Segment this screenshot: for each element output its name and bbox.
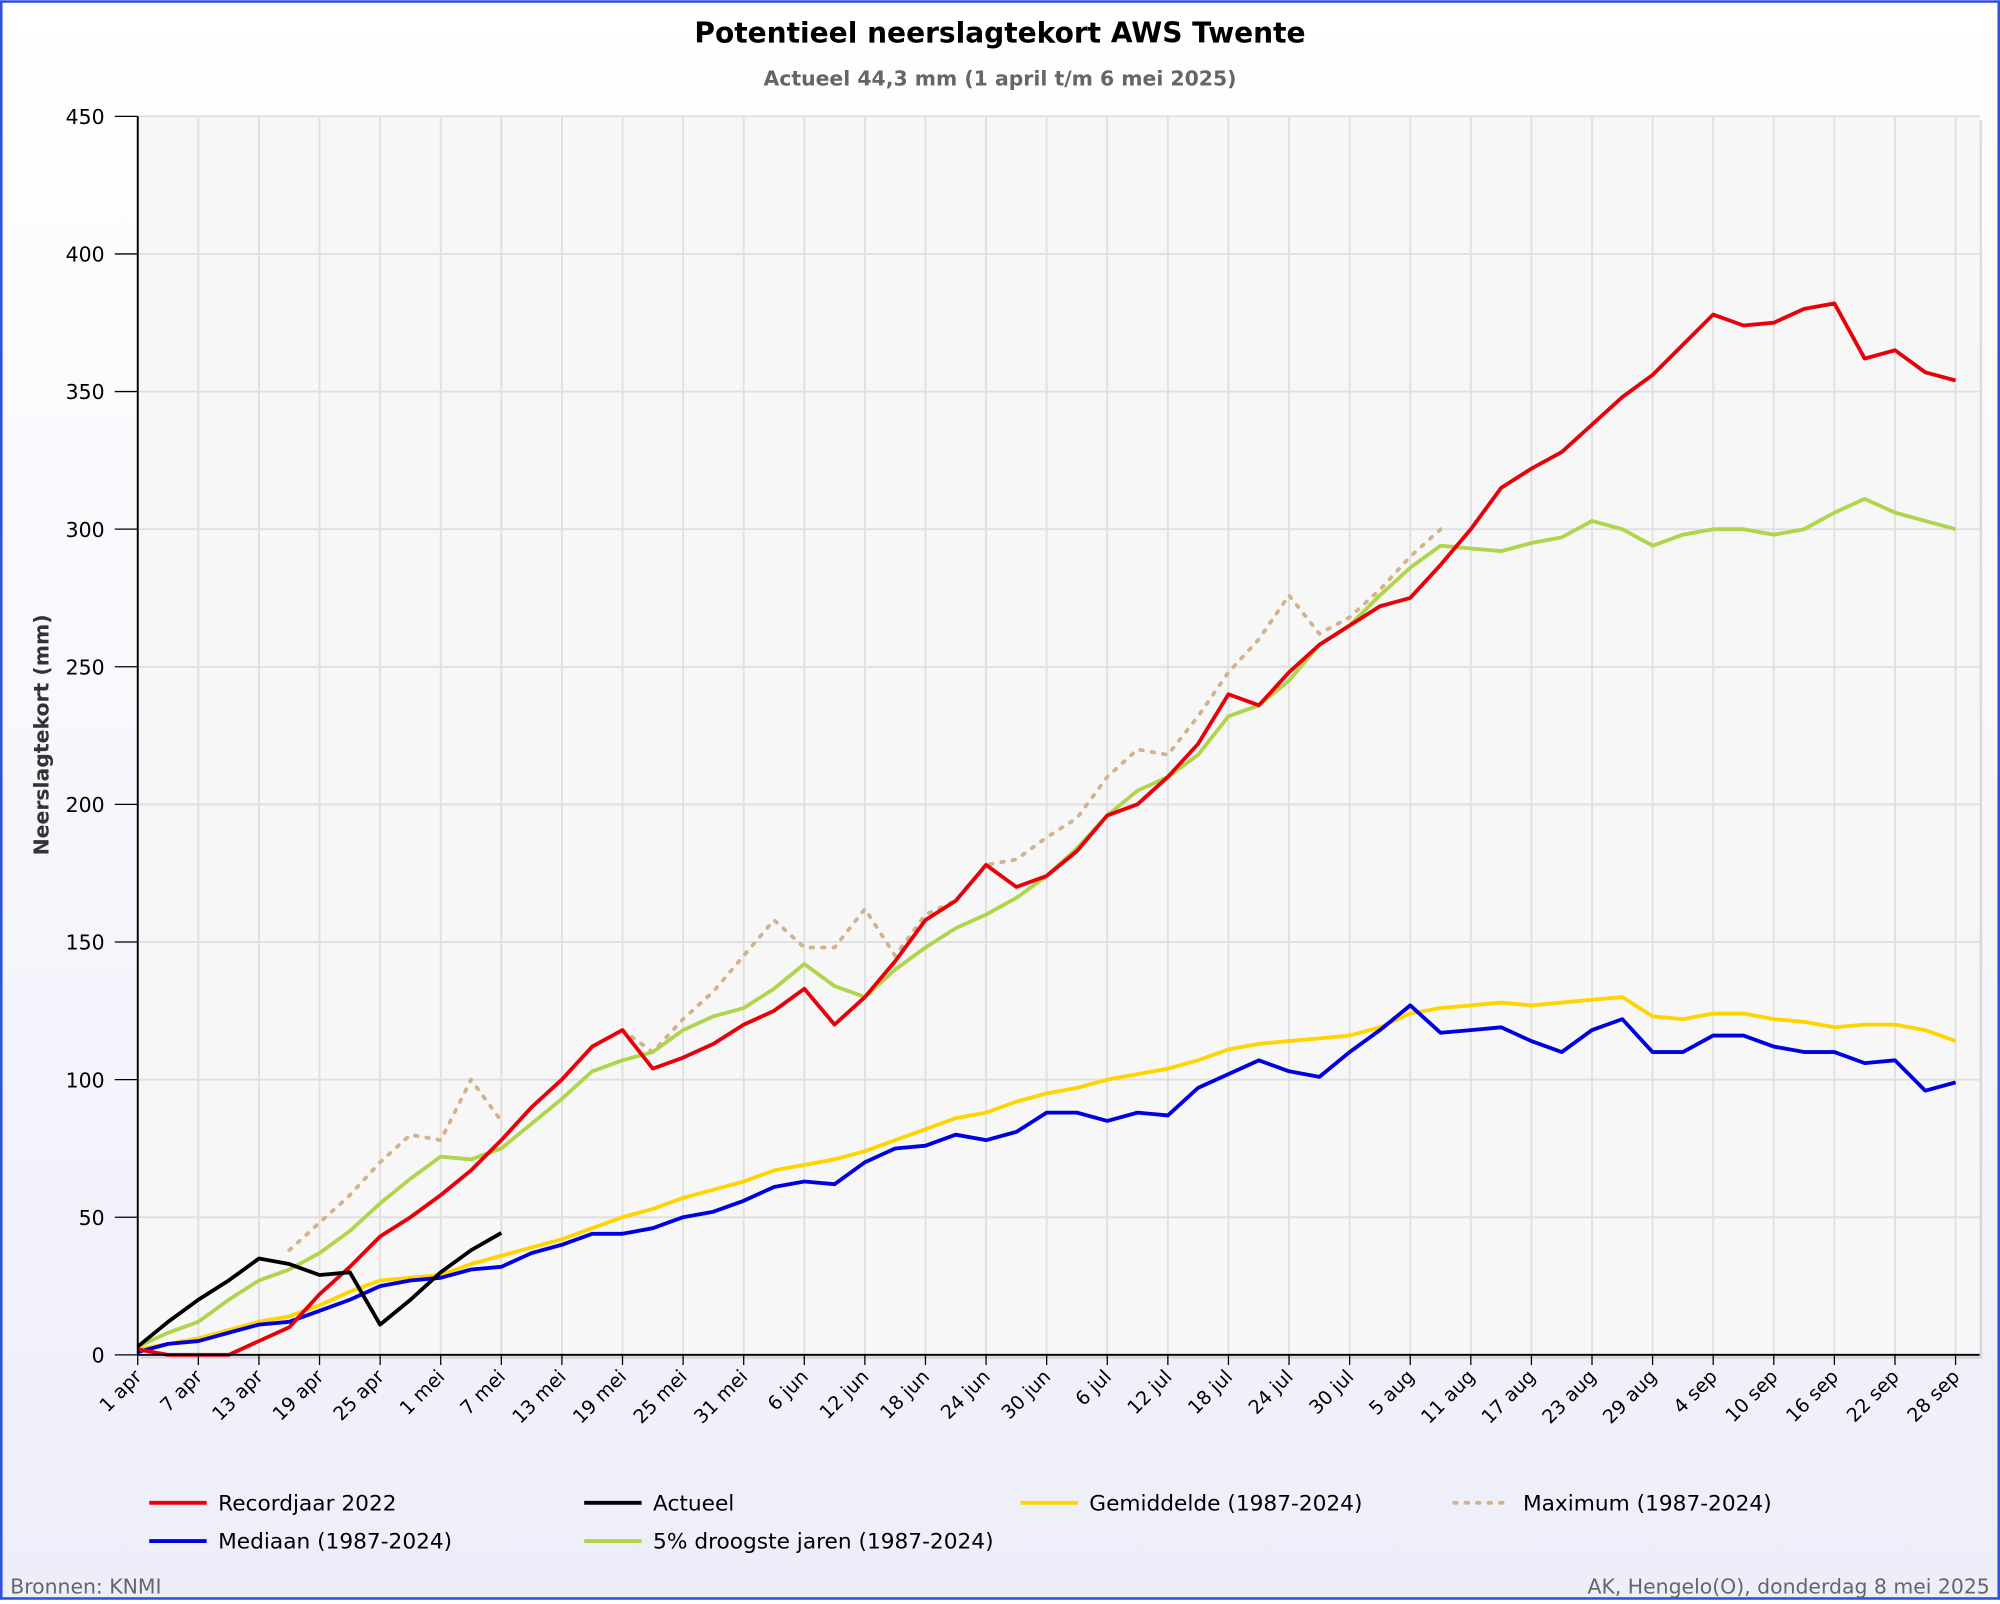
plot-area	[136, 116, 1980, 1355]
series-line	[287, 527, 1443, 1253]
series-line	[137, 995, 1957, 1352]
legend-label: Mediaan (1987-2024)	[218, 1530, 452, 1555]
legend-label: Actueel	[653, 1491, 734, 1516]
credit: AK, Hengelo(O), donderdag 8 mei 2025	[1588, 1574, 1990, 1598]
legend-label: Recordjaar 2022	[218, 1491, 396, 1516]
series-line	[137, 1003, 1957, 1354]
y-tick-label: 250	[66, 655, 105, 679]
y-tick-label: 350	[66, 380, 105, 404]
y-tick-label: 400	[66, 243, 105, 267]
legend-label: Gemiddelde (1987-2024)	[1089, 1491, 1362, 1516]
y-tick-label: 50	[79, 1206, 105, 1230]
series-line	[136, 1231, 503, 1349]
chart-subtitle: Actueel 44,3 mm (1 april t/m 6 mei 2025)	[763, 67, 1236, 91]
y-tick-label: 450	[66, 105, 105, 129]
source: Bronnen: KNMI	[10, 1574, 161, 1598]
y-tick-label: 150	[66, 931, 105, 955]
y-tick-label: 0	[92, 1344, 105, 1368]
series-line	[137, 301, 1957, 1357]
chart-title: Potentieel neerslagtekort AWS Twente	[694, 16, 1305, 49]
y-tick-label: 200	[66, 793, 105, 817]
y-tick-label: 100	[66, 1068, 105, 1092]
y-axis-label: Neerslagtekort (mm)	[29, 614, 53, 855]
y-tick-label: 300	[66, 518, 105, 542]
legend-label: Maximum (1987-2024)	[1523, 1491, 1772, 1516]
legend-label: 5% droogste jaren (1987-2024)	[653, 1530, 993, 1555]
